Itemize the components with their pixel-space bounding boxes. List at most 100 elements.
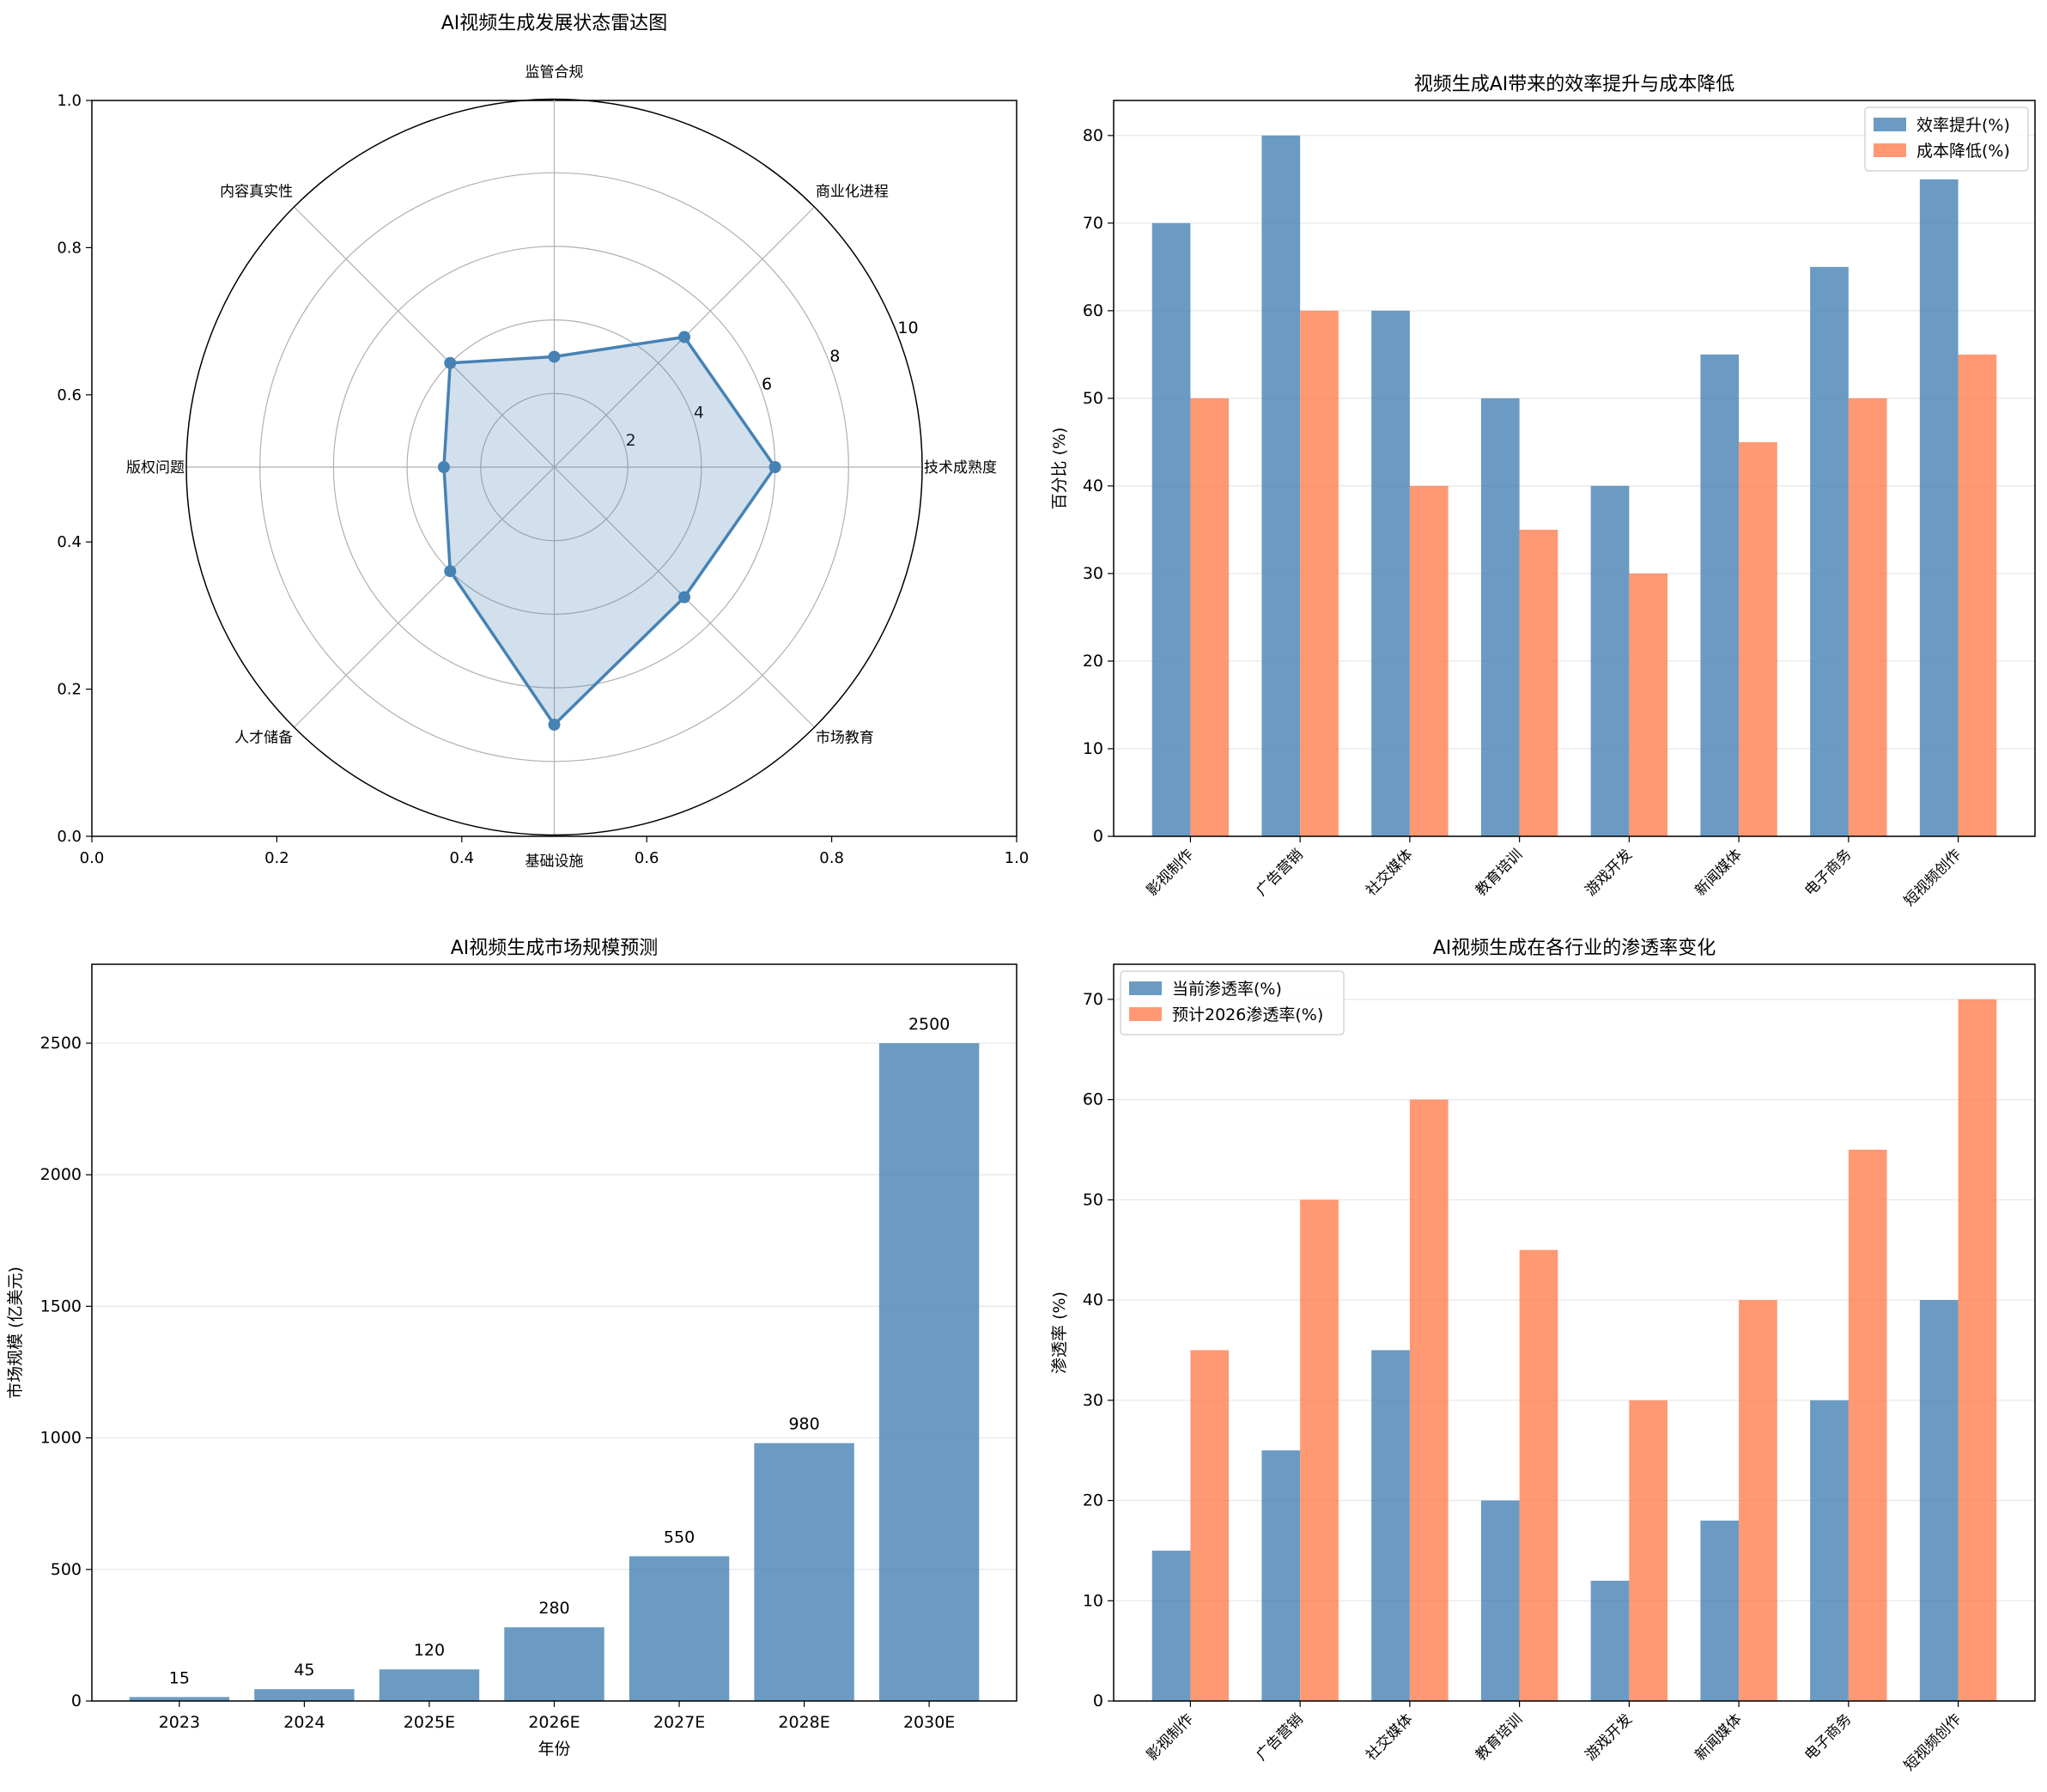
radar-category-label: 内容真实性 xyxy=(220,184,293,201)
penetration-chart-x-tick-label: 教育培训 xyxy=(1473,1710,1526,1764)
legend-entry: 预计2026渗透率(%) xyxy=(1172,1005,1323,1024)
market-size-chart-bar xyxy=(629,1556,730,1701)
penetration-chart-bar xyxy=(1190,1350,1230,1701)
radar-category-label: 市场教育 xyxy=(816,729,874,746)
radar-r-tick-label: 2 xyxy=(626,431,636,450)
market-size-chart-x-tick-label: 2027E xyxy=(653,1713,705,1732)
efficiency-chart-bar xyxy=(1519,529,1558,836)
efficiency-chart-x-tick-label: 广告营销 xyxy=(1253,846,1306,899)
radar-title: AI视频生成发展状态雷达图 xyxy=(441,13,668,34)
market-size-chart: 0 500 1000 1500 2000 2500 2023 15 2024 45 2025E 120… xyxy=(6,938,1017,1759)
penetration-chart-y-tick-label: 10 xyxy=(1083,1591,1103,1610)
efficiency-chart-bar xyxy=(1958,354,1997,837)
penetration-chart-y-tick-label: 20 xyxy=(1083,1491,1103,1510)
efficiency-chart-y-tick-label: 0 xyxy=(1093,827,1103,846)
market-size-chart-x-tick-label: 2028E xyxy=(778,1713,829,1732)
efficiency-chart-bar xyxy=(1371,310,1410,836)
radar-spoke xyxy=(294,466,555,728)
penetration-chart-bar xyxy=(1300,1200,1339,1701)
efficiency-chart-x-tick-label: 游戏开发 xyxy=(1582,846,1636,899)
penetration-chart-x-tick-label: 游戏开发 xyxy=(1582,1710,1636,1764)
radar-category-label: 技术成熟度 xyxy=(924,459,997,477)
radar-category-label: 基础设施 xyxy=(525,853,584,871)
penetration-chart-bar xyxy=(1700,1520,1740,1701)
radar-x-tick-label: 0.4 xyxy=(449,849,474,867)
radar-outer-circle xyxy=(185,98,923,836)
efficiency-chart-x-tick-label: 短视频创作 xyxy=(1901,846,1965,909)
market-size-chart-data-label: 15 xyxy=(169,1668,190,1687)
efficiency-chart-bar xyxy=(1190,398,1230,836)
radar-chart: AI视频生成发展状态雷达图 0.0 0.2 0.4 0.6 0.8 1.0 0.0 0.2 0.4… xyxy=(57,13,1029,871)
efficiency-chart-bar xyxy=(1848,398,1887,836)
radar-x-tick-label: 0.0 xyxy=(80,849,105,867)
radar-y-tick-label: 0.8 xyxy=(57,239,82,257)
penetration-chart: 0 10 20 30 40 50 60 70 影视制作 广告营销 社交媒体 教育培训 游戏开发 新闻媒体 电… xyxy=(1050,938,2036,1775)
efficiency-chart-bar xyxy=(1480,398,1520,836)
radar-r-tick-label: 6 xyxy=(762,375,772,394)
market-size-chart-x-tick-label: 2025E xyxy=(404,1713,455,1732)
efficiency-chart-y-tick-label: 20 xyxy=(1083,652,1103,671)
efficiency-chart-x-tick-label: 电子商务 xyxy=(1801,846,1855,899)
radar-x-tick-label: 1.0 xyxy=(1005,849,1030,867)
radar-point xyxy=(768,461,781,473)
efficiency-chart-bar xyxy=(1151,222,1191,836)
radar-y-tick-label: 1.0 xyxy=(57,92,82,110)
efficiency-chart-y-tick-label: 70 xyxy=(1083,214,1103,233)
market-size-chart-bar xyxy=(254,1689,355,1701)
radar-point xyxy=(444,356,457,369)
efficiency-chart-bar xyxy=(1590,485,1630,836)
penetration-chart-y-tick-label: 40 xyxy=(1083,1291,1103,1309)
efficiency-chart-bar xyxy=(1810,266,1849,837)
efficiency-chart-bar xyxy=(1261,135,1301,837)
efficiency-chart-legend: 效率提升(%) 成本降低(%) xyxy=(1864,106,2029,172)
legend-swatch xyxy=(1129,981,1162,995)
radar-y-tick-label: 0.6 xyxy=(57,386,82,404)
efficiency-chart-y-tick-label: 40 xyxy=(1083,477,1103,495)
penetration-chart-x-tick-label: 电子商务 xyxy=(1801,1710,1855,1764)
market-size-chart-y-tick-label: 500 xyxy=(51,1560,82,1579)
radar-y-tick-label: 0.2 xyxy=(57,681,82,699)
penetration-chart-x-tick-label: 社交媒体 xyxy=(1363,1710,1416,1764)
legend-swatch xyxy=(1874,118,1906,131)
penetration-chart-bar xyxy=(1739,1300,1777,1701)
penetration-chart-axes-frame xyxy=(1113,963,2036,1702)
efficiency-chart: 0 10 20 30 40 50 60 70 80 影视制作 广告营销 社交媒体 教育培训 游戏开发 新闻媒… xyxy=(1050,74,2036,910)
efficiency-chart-title: 视频生成AI带来的效率提升与成本降低 xyxy=(1414,74,1735,95)
penetration-chart-y-tick-label: 50 xyxy=(1083,1190,1103,1209)
radar-fill-area xyxy=(444,337,775,725)
market-size-chart-y-tick-label: 1000 xyxy=(40,1429,82,1448)
radar-x-tick-label: 0.8 xyxy=(819,849,844,867)
market-size-chart-data-label: 550 xyxy=(664,1528,695,1546)
radar-r-tick-label: 8 xyxy=(829,347,840,366)
efficiency-chart-x-tick-label: 教育培训 xyxy=(1473,846,1526,899)
market-size-chart-y-axis-label: 市场规模 (亿美元) xyxy=(6,1267,25,1399)
market-size-chart-data-label: 980 xyxy=(788,1415,819,1434)
efficiency-chart-x-tick-label: 社交媒体 xyxy=(1363,846,1416,899)
radar-r-tick-label: 10 xyxy=(897,319,918,337)
penetration-chart-title: AI视频生成在各行业的渗透率变化 xyxy=(1433,938,1716,959)
market-size-chart-y-tick-label: 2000 xyxy=(40,1165,82,1184)
radar-x-tick-label: 0.6 xyxy=(635,849,659,867)
market-size-chart-x-axis-label: 年份 xyxy=(538,1740,570,1759)
radar-y-tick-label: 0.4 xyxy=(57,533,82,551)
radar-r-tick-label: 4 xyxy=(694,403,704,422)
market-size-chart-data-label: 2500 xyxy=(908,1015,950,1034)
market-size-chart-bar xyxy=(379,1669,480,1701)
efficiency-chart-bar xyxy=(1409,485,1449,836)
radar-point xyxy=(548,718,561,731)
market-size-chart-y-tick-label: 2500 xyxy=(40,1034,82,1053)
market-size-chart-y-tick-label: 1500 xyxy=(40,1297,82,1315)
market-size-chart-x-tick-label: 2024 xyxy=(283,1713,325,1732)
penetration-chart-y-axis-label: 渗透率 (%) xyxy=(1050,1291,1069,1374)
radar-point xyxy=(677,591,690,604)
penetration-chart-bar xyxy=(1590,1580,1630,1701)
efficiency-chart-bar xyxy=(1629,573,1668,836)
legend-entry: 效率提升(%) xyxy=(1916,116,2010,135)
market-size-chart-x-tick-label: 2026E xyxy=(528,1713,580,1732)
radar-category-label: 人才储备 xyxy=(234,729,293,746)
penetration-chart-x-tick-label: 广告营销 xyxy=(1253,1710,1306,1764)
legend-box xyxy=(1120,970,1345,1036)
radar-category-label: 监管合规 xyxy=(525,64,584,82)
efficiency-chart-y-tick-label: 30 xyxy=(1083,564,1103,583)
market-size-chart-data-label: 45 xyxy=(294,1661,314,1680)
